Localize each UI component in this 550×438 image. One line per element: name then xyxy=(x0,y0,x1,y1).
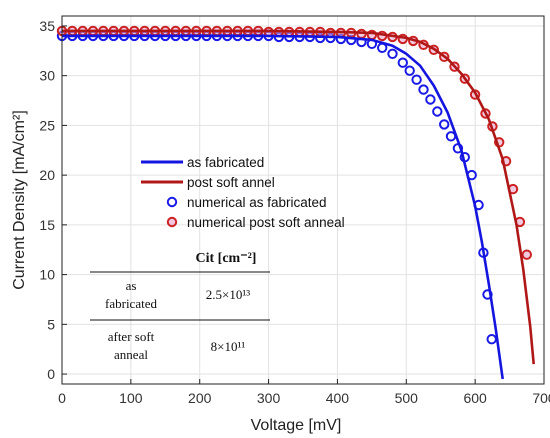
data-point xyxy=(521,249,532,260)
series-layer xyxy=(56,25,535,380)
y-tick-label: 5 xyxy=(47,316,55,332)
legend-marker-numerical-post-soft-anneal xyxy=(166,216,178,228)
x-tick-label: 600 xyxy=(463,390,487,406)
table-row-2-value: 8×10¹¹ xyxy=(211,339,246,354)
tick-labels: 0 100 200 300 400 500 600 700 0 5 10 15 20 25 30 35 xyxy=(39,18,550,406)
legend-label-as-fabricated: as fabricated xyxy=(187,155,264,170)
x-tick-label: 700 xyxy=(532,390,550,406)
data-point xyxy=(411,74,422,85)
y-tick-label: 35 xyxy=(39,18,55,34)
x-tick-label: 0 xyxy=(58,390,66,406)
y-axis-label: Current Density [mA/cm²] xyxy=(11,110,28,290)
y-tick-label: 0 xyxy=(47,366,55,382)
legend-marker-numerical-as-fabricated xyxy=(166,196,178,208)
table-row-2-label-line2: anneal xyxy=(114,347,148,362)
x-tick-label: 200 xyxy=(188,390,212,406)
y-tick-label: 25 xyxy=(39,117,55,133)
x-tick-label: 300 xyxy=(257,390,281,406)
cit-table: Cit [cm⁻²] as fabricated 2.5×10¹³ after … xyxy=(90,251,270,362)
data-point xyxy=(397,57,408,68)
series-post-soft-annel xyxy=(62,29,535,365)
series-as-fabricated xyxy=(62,34,504,380)
table-row-1-label-line1: as xyxy=(126,278,137,293)
legend-label-numerical-as-fabricated: numerical as fabricated xyxy=(187,195,327,210)
table-row-1-label-line2: fabricated xyxy=(105,296,157,311)
series-line-post-soft-annel xyxy=(62,29,535,365)
table-row-2-label-line1: after soft xyxy=(108,329,155,344)
data-point xyxy=(418,84,429,95)
data-point xyxy=(387,48,398,59)
data-point xyxy=(432,106,443,117)
table-row-1-value: 2.5×10¹³ xyxy=(206,287,250,302)
y-tick-label: 10 xyxy=(39,267,55,283)
x-tick-label: 500 xyxy=(395,390,419,406)
data-point xyxy=(439,119,450,130)
legend: as fabricated post soft annel numerical … xyxy=(141,155,345,230)
y-tick-label: 15 xyxy=(39,217,55,233)
data-point xyxy=(404,65,415,76)
series-line-as-fabricated xyxy=(62,34,504,380)
y-tick-label: 20 xyxy=(39,167,55,183)
table-header: Cit [cm⁻²] xyxy=(196,251,257,266)
x-axis-label: Voltage [mV] xyxy=(251,417,342,434)
x-tick-label: 100 xyxy=(119,390,143,406)
data-point xyxy=(425,94,436,105)
legend-label-numerical-post-soft-anneal: numerical post soft anneal xyxy=(187,215,345,230)
x-tick-label: 400 xyxy=(326,390,350,406)
axis-ticks xyxy=(61,25,545,384)
y-tick-label: 30 xyxy=(39,68,55,84)
plot-frame xyxy=(61,15,545,385)
legend-label-post-soft-annel: post soft annel xyxy=(187,175,275,190)
